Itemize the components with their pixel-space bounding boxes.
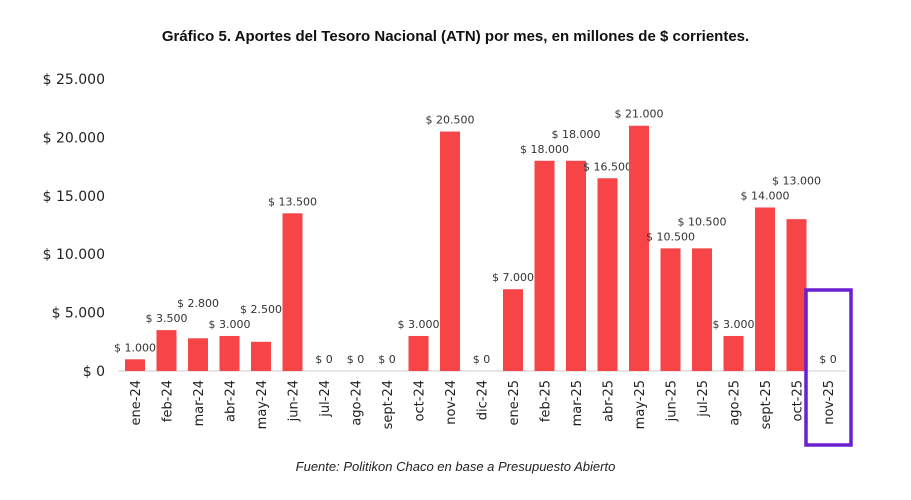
bar xyxy=(156,330,177,371)
x-tick-label: may-24 xyxy=(255,380,270,429)
x-tick-label: ene-24 xyxy=(129,380,144,425)
bar xyxy=(755,207,775,371)
x-tick-label: sept-25 xyxy=(759,380,774,429)
x-tick-label: oct-24 xyxy=(413,380,428,421)
y-tick-label: $ 10.000 xyxy=(43,247,105,263)
data-label: $ 0 xyxy=(315,353,333,366)
chart-source: Fuente: Politikon Chaco en base a Presup… xyxy=(295,459,616,474)
data-label: $ 3.000 xyxy=(209,318,251,331)
data-label: $ 18.000 xyxy=(520,143,569,156)
bar xyxy=(692,248,712,371)
bar xyxy=(503,289,523,371)
bar xyxy=(282,213,303,371)
data-label: $ 3.000 xyxy=(713,318,755,331)
x-tick-label: jul-24 xyxy=(318,380,333,418)
x-tick-label: ago-24 xyxy=(350,380,365,426)
bar xyxy=(440,131,460,371)
x-tick-label: oct-25 xyxy=(791,380,806,421)
x-tick-label: dic-24 xyxy=(476,380,491,420)
data-label: $ 14.000 xyxy=(741,189,790,202)
x-tick-label: nov-24 xyxy=(444,380,459,425)
bar xyxy=(660,248,681,371)
data-label: $ 13.500 xyxy=(268,195,317,208)
bar xyxy=(723,335,744,371)
data-label: $ 10.500 xyxy=(678,215,727,228)
x-tick-label: may-25 xyxy=(633,380,648,429)
bar xyxy=(188,338,208,371)
x-tick-label: jun-24 xyxy=(287,380,302,422)
x-tick-label: abr-24 xyxy=(224,380,239,422)
data-label: $ 0 xyxy=(819,353,837,366)
data-label: $ 21.000 xyxy=(615,108,664,121)
bar xyxy=(251,341,271,371)
x-tick-label: ago-25 xyxy=(728,380,743,426)
bar xyxy=(629,125,649,371)
x-tick-label: feb-24 xyxy=(161,380,176,422)
bar xyxy=(125,359,145,371)
data-label: $ 7.000 xyxy=(492,271,534,284)
data-label: $ 0 xyxy=(378,353,396,366)
x-tick-label: jul-25 xyxy=(696,380,711,418)
data-label: $ 1.000 xyxy=(114,341,156,354)
data-label: $ 3.000 xyxy=(398,318,440,331)
y-tick-label: $ 20.000 xyxy=(43,130,105,146)
x-tick-label: abr-25 xyxy=(602,380,617,422)
x-tick-label: feb-25 xyxy=(539,380,554,422)
data-label: $ 3.500 xyxy=(146,312,188,325)
bar xyxy=(408,335,429,371)
x-tick-label: mar-24 xyxy=(192,380,207,426)
data-label: $ 2.800 xyxy=(177,297,219,310)
bar xyxy=(566,160,586,371)
data-label: $ 13.000 xyxy=(772,174,821,187)
x-tick-label: nov-25 xyxy=(822,380,837,425)
data-label: $ 10.500 xyxy=(646,230,695,243)
data-label: $ 0 xyxy=(473,353,491,366)
y-tick-label: $ 25.000 xyxy=(43,72,105,88)
bar xyxy=(219,335,240,371)
data-label: $ 16.500 xyxy=(583,160,632,173)
x-tick-label: mar-25 xyxy=(570,380,585,426)
chart-title: Gráfico 5. Aportes del Tesoro Nacional (… xyxy=(161,28,750,45)
bar xyxy=(786,219,807,371)
y-tick-label: $ 15.000 xyxy=(43,189,105,205)
data-label: $ 2.500 xyxy=(240,303,282,316)
x-tick-label: sept-24 xyxy=(381,380,396,429)
y-tick-label: $ 0 xyxy=(83,364,105,380)
y-tick-label: $ 5.000 xyxy=(52,306,105,322)
x-tick-label: ene-25 xyxy=(507,380,522,425)
x-tick-label: jun-25 xyxy=(665,380,680,422)
highlight-box xyxy=(804,288,853,447)
data-label: $ 18.000 xyxy=(552,128,601,141)
bar xyxy=(534,160,555,371)
bar xyxy=(597,178,618,371)
data-label: $ 20.500 xyxy=(426,114,475,127)
data-label: $ 0 xyxy=(347,353,365,366)
